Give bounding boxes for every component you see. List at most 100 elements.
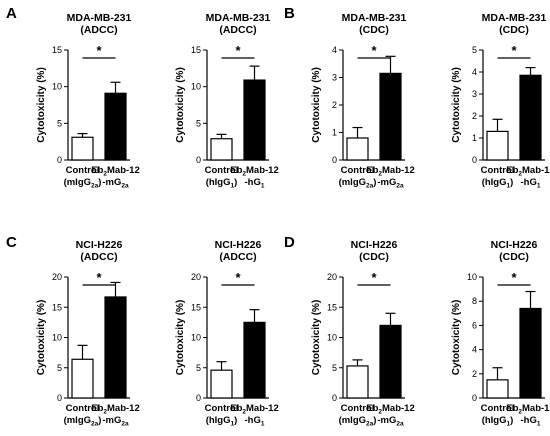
bar [104, 92, 127, 161]
y-axis-label: Cytotoxicity (%) [451, 67, 462, 143]
y-tick-label: 15 [191, 302, 201, 312]
panel-letter-d: D [284, 234, 295, 251]
x-category-sublabel: (hIgG1) [206, 415, 238, 428]
y-tick-label: 0 [472, 393, 477, 403]
y-tick-label: 10 [191, 333, 201, 343]
x-category-label: Control [66, 403, 100, 414]
bar [104, 296, 127, 399]
y-tick-label: 4 [472, 345, 477, 355]
y-tick-label: 15 [52, 45, 62, 55]
bar [243, 79, 266, 161]
x-category-label: Control [481, 165, 515, 176]
x-category-label: Eb2Mab-12 [366, 403, 415, 416]
bar [379, 324, 402, 399]
chart-title: NCI-H226 [215, 239, 262, 251]
x-category-sublabel: -mG2a [377, 177, 404, 190]
y-tick-label: 20 [327, 272, 337, 282]
y-tick-label: 15 [191, 45, 201, 55]
chart-title: NCI-H226 [76, 239, 123, 251]
bar [210, 138, 233, 161]
significance-star: * [235, 270, 241, 285]
significance-star: * [96, 43, 102, 58]
bar [346, 137, 369, 161]
x-category-label: Eb2Mab-12 [91, 403, 140, 416]
y-tick-label: 0 [332, 393, 337, 403]
panel-letters: A B C D [6, 5, 295, 251]
panel-letter-c: C [6, 234, 17, 251]
y-tick-label: 1 [332, 128, 337, 138]
chart-6: NCI-H226(ADCC) 0 5 10 15 20 Cytotoxicity (%) Co… [175, 239, 279, 428]
x-category-label: Control [341, 165, 375, 176]
x-category-label: Eb2Mab-12 [91, 165, 140, 178]
x-category-label: Eb2Mab-12 [366, 165, 415, 178]
bar [379, 72, 402, 161]
y-tick-label: 15 [52, 302, 62, 312]
chart-title: MDA-MB-231 [482, 12, 547, 24]
y-tick-label: 0 [196, 155, 201, 165]
y-tick-label: 5 [196, 118, 201, 128]
y-tick-label: 10 [467, 272, 477, 282]
y-tick-label: 10 [327, 333, 337, 343]
x-category-label: Eb2Mab-12 [230, 403, 279, 416]
y-tick-label: 3 [332, 73, 337, 83]
bar [486, 130, 509, 161]
x-category-sublabel: -hG1 [521, 415, 541, 428]
y-axis-label: Cytotoxicity (%) [175, 67, 186, 143]
y-tick-label: 0 [196, 393, 201, 403]
bar [519, 307, 542, 399]
chart-title: NCI-H226 [351, 239, 398, 251]
x-category-sublabel: (hIgG1) [482, 415, 514, 428]
x-category-label: Control [481, 403, 515, 414]
chart-title: MDA-MB-231 [67, 12, 132, 24]
chart-subtitle: (CDC) [499, 24, 529, 36]
chart-title: MDA-MB-231 [206, 12, 271, 24]
bar [71, 358, 94, 399]
x-category-sublabel: (mIgG2a) [64, 177, 102, 190]
x-category-label: Eb2Mab-12 [506, 165, 550, 178]
x-category-sublabel: -hG1 [521, 177, 541, 190]
x-category-sublabel: -mG2a [377, 415, 404, 428]
x-category-sublabel: (mIgG2a) [339, 177, 377, 190]
y-tick-label: 5 [57, 363, 62, 373]
y-axis-label: Cytotoxicity (%) [36, 300, 47, 376]
y-tick-label: 20 [191, 272, 201, 282]
x-category-sublabel: (mIgG2a) [64, 415, 102, 428]
chart-subtitle: (CDC) [359, 24, 389, 36]
y-tick-label: 1 [472, 133, 477, 143]
x-category-sublabel: -mG2a [102, 415, 129, 428]
x-category-sublabel: -hG1 [245, 177, 265, 190]
chart-title: MDA-MB-231 [342, 12, 407, 24]
x-category-sublabel: (mIgG2a) [339, 415, 377, 428]
significance-star: * [235, 43, 241, 58]
x-category-label: Control [341, 403, 375, 414]
y-tick-label: 5 [472, 45, 477, 55]
panel-letter-b: B [284, 5, 295, 22]
chart-subtitle: (CDC) [359, 251, 389, 263]
y-tick-label: 10 [52, 82, 62, 92]
x-category-label: Control [66, 165, 100, 176]
y-tick-label: 5 [332, 363, 337, 373]
bar [210, 369, 233, 399]
y-tick-label: 3 [472, 89, 477, 99]
y-axis-label: Cytotoxicity (%) [311, 67, 322, 143]
y-tick-label: 10 [52, 333, 62, 343]
x-category-sublabel: (hIgG1) [206, 177, 238, 190]
bar [243, 321, 266, 399]
y-axis-label: Cytotoxicity (%) [451, 300, 462, 376]
y-tick-label: 6 [472, 320, 477, 330]
bar [71, 136, 94, 161]
chart-5: NCI-H226(ADCC) 0 5 10 15 20 Cytotoxicity (%) Co… [36, 239, 140, 428]
y-tick-label: 5 [196, 363, 201, 373]
x-category-sublabel: -mG2a [102, 177, 129, 190]
x-category-label: Control [205, 403, 239, 414]
x-category-label: Eb2Mab-12 [506, 403, 550, 416]
bar [486, 379, 509, 399]
y-axis-label: Cytotoxicity (%) [175, 300, 186, 376]
bar [346, 365, 369, 399]
chart-subtitle: (ADCC) [80, 24, 117, 36]
y-axis-label: Cytotoxicity (%) [36, 67, 47, 143]
y-tick-label: 15 [327, 302, 337, 312]
chart-subtitle: (CDC) [499, 251, 529, 263]
y-tick-label: 2 [472, 369, 477, 379]
